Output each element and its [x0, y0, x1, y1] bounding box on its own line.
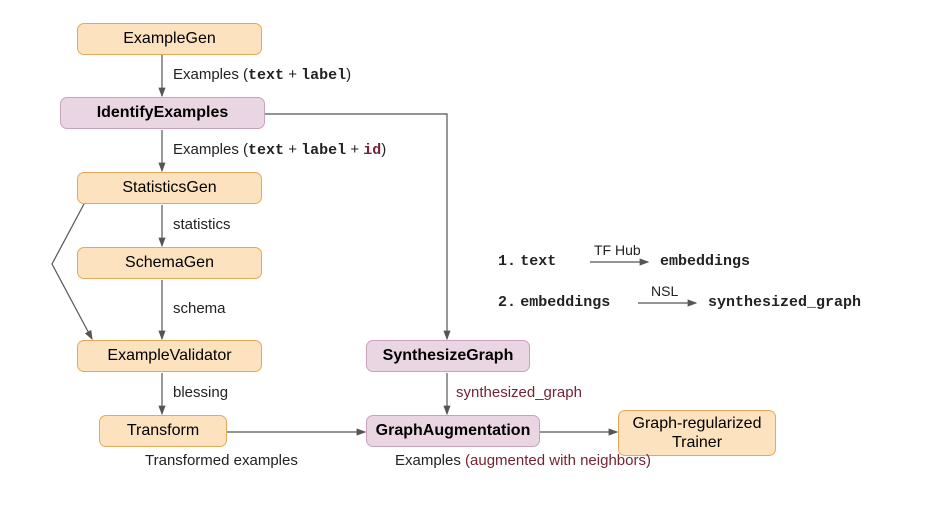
edge-label-blessing: blessing: [173, 384, 228, 401]
node-label: IdentifyExamples: [97, 103, 229, 122]
node-synthesize-graph: SynthesizeGraph: [366, 340, 530, 372]
node-label: SchemaGen: [125, 253, 214, 272]
node-label: ExampleGen: [123, 29, 216, 48]
node-label: ExampleValidator: [107, 346, 231, 365]
node-statistics-gen: StatisticsGen: [77, 172, 262, 204]
node-transform: Transform: [99, 415, 227, 447]
node-schema-gen: SchemaGen: [77, 247, 262, 279]
edge-label-examples-2: Examples (text + label + id): [173, 141, 386, 159]
node-label: GraphAugmentation: [376, 421, 531, 440]
edge-label-transformed: Transformed examples: [145, 452, 298, 469]
edge-label-statistics: statistics: [173, 216, 231, 233]
node-example-gen: ExampleGen: [77, 23, 262, 55]
side-label-nsl: NSL: [651, 283, 678, 299]
node-label: Graph-regularized Trainer: [633, 414, 762, 452]
node-identify-examples: IdentifyExamples: [60, 97, 265, 129]
side-line-2: 2. embeddings: [498, 293, 610, 311]
node-label: StatisticsGen: [122, 178, 216, 197]
node-graph-augmentation: GraphAugmentation: [366, 415, 540, 447]
node-trainer: Graph-regularized Trainer: [618, 410, 776, 456]
side-line-1: 1. text: [498, 252, 556, 270]
node-example-validator: ExampleValidator: [77, 340, 262, 372]
side-line-1-target: embeddings: [660, 252, 750, 270]
side-line-2-target: synthesized_graph: [708, 293, 861, 311]
edge-label-synth-graph: synthesized_graph: [456, 384, 582, 401]
edge-label-examples-aug: Examples (augmented with neighbors): [395, 452, 651, 469]
edge-label-examples-1: Examples (text + label): [173, 66, 351, 84]
node-label: SynthesizeGraph: [383, 346, 514, 365]
side-label-tfhub: TF Hub: [594, 242, 641, 258]
node-label: Transform: [127, 421, 199, 440]
edge-label-schema: schema: [173, 300, 226, 317]
